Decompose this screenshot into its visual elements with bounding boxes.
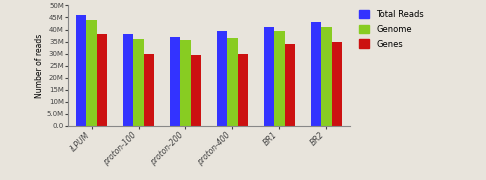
Bar [321, 27, 331, 126]
Bar [331, 42, 342, 126]
Y-axis label: Number of reads: Number of reads [35, 34, 44, 98]
Bar [227, 38, 238, 126]
Bar [87, 20, 97, 126]
Bar [76, 15, 87, 126]
Bar [170, 37, 180, 126]
Bar [191, 55, 201, 126]
Legend: Total Reads, Genome, Genes: Total Reads, Genome, Genes [357, 7, 426, 51]
Bar [97, 34, 107, 126]
Bar [264, 27, 274, 126]
Bar [180, 40, 191, 126]
Bar [144, 54, 154, 126]
Bar [311, 22, 321, 126]
Bar [217, 31, 227, 126]
Bar [123, 34, 133, 126]
Bar [285, 44, 295, 126]
Bar [238, 54, 248, 126]
Bar [133, 39, 144, 126]
Bar [274, 31, 285, 126]
